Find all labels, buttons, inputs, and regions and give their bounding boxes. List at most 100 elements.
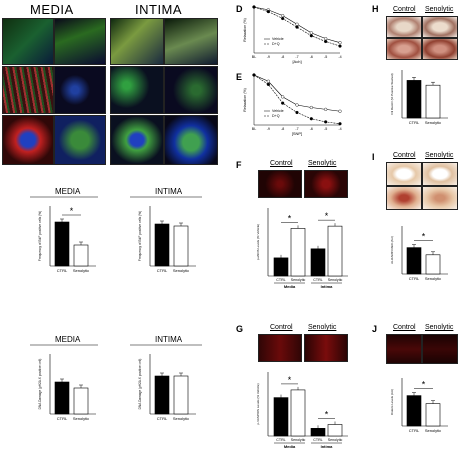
i-bar-CTRL xyxy=(406,247,422,275)
f-xtick-1-0: CTRL xyxy=(313,278,322,282)
micrograph-media-control-3 xyxy=(2,115,54,165)
g-bar-Media-CTRL xyxy=(273,397,289,437)
d-pt-1-2 xyxy=(281,16,285,21)
f-xtick-0-0: CTRL xyxy=(276,278,285,282)
e-pt-0-3 xyxy=(295,103,299,107)
i-xtick-1: Senolytic xyxy=(425,276,441,281)
d-pt-1-4 xyxy=(309,34,313,38)
b_media-ylabel: DNA Damage (γH2A.X positive cell) xyxy=(38,359,42,410)
g-bar-Intima-Senolytic xyxy=(327,424,343,437)
e-pt-1-5 xyxy=(324,120,328,124)
e-legend-0: Vehicle xyxy=(272,109,284,113)
panel-j-control-label: Control xyxy=(393,324,416,331)
panel-i: ALIZARIN RED (AU) CTRL Senolytic * xyxy=(372,212,472,298)
panel-f-micro-senolytic xyxy=(304,170,348,198)
panel-f: p-eNOS Levels (% Vehicle) CTRL Senolytic * M… xyxy=(240,198,355,298)
chart-b-intima-title: INTIMA xyxy=(155,336,183,344)
f-group-label-1: Intima xyxy=(321,284,334,289)
e-pt-1-0 xyxy=(252,73,256,77)
e-pt-0-6 xyxy=(338,109,342,113)
b_intima-ylabel: DNA Damage (γH2A.X positive cell) xyxy=(138,359,142,410)
panel-h-control-label: Control xyxy=(393,6,416,13)
d-pt-1-1 xyxy=(266,9,270,14)
chart-a-media-title: MEDIA xyxy=(55,188,81,196)
micrograph-intima-senolytic-2 xyxy=(164,66,218,114)
panel-h-micro-1 xyxy=(386,16,422,38)
f-sig-star-0: * xyxy=(288,213,292,223)
panel-i-micro-3 xyxy=(386,186,422,210)
panel-i-senolytic-label: Senolytic xyxy=(425,152,454,159)
h-xtick-1: Senolytic xyxy=(425,120,441,125)
e-pt-1-4 xyxy=(309,117,313,121)
b_intima-xtick-0: CTRL xyxy=(157,416,168,421)
panel-g: p-VASP/OS Levels (% Vehicle) CTRL Senolyti… xyxy=(240,362,355,456)
f-bar-Media-CTRL xyxy=(273,257,289,277)
panel-i-micro-4 xyxy=(422,186,458,210)
e-pt-1-1 xyxy=(266,82,270,86)
a_intima-ylabel: Frequency of EdF positive cells (%) xyxy=(138,211,142,261)
micrograph-media-control-2 xyxy=(2,66,54,114)
panel-h-letter: H xyxy=(372,4,379,14)
e-xlabel: [SNP] xyxy=(292,131,302,136)
panel-i-micro-1 xyxy=(386,162,422,186)
j-xtick-0: CTRL xyxy=(409,428,420,433)
panel-j-micro-control xyxy=(386,334,422,364)
g-sig-star-0: * xyxy=(288,375,292,385)
e-xtick-1: -9 xyxy=(267,127,270,131)
a_media-sig-star: * xyxy=(70,206,74,216)
e-pt-0-1 xyxy=(266,79,270,83)
j-bar-Senolytic xyxy=(425,403,441,427)
panel-h-senolytic-label: Senolytic xyxy=(425,6,454,13)
d-pt-0-6 xyxy=(338,41,342,45)
i-sig-star: * xyxy=(422,232,426,242)
e-series-1 xyxy=(253,74,341,125)
panel-b: MEDIA DNA Damage (γH2A.X positive cell) C… xyxy=(10,335,220,448)
f-bar-Intima-CTRL xyxy=(310,248,326,277)
panel-f-control-label: Control xyxy=(270,160,293,167)
f-group-label-0: Media xyxy=(284,284,296,289)
d-pt-0-5 xyxy=(324,37,328,41)
g-ylabel: p-VASP/OS Levels (% Vehicle) xyxy=(256,383,260,424)
panel-i-control-label: Control xyxy=(393,152,416,159)
d-pt-1-6 xyxy=(338,44,342,48)
f-xtick-1-1: Senolytic xyxy=(328,278,343,282)
panel-g-senolytic-label: Senolytic xyxy=(308,324,337,331)
a_intima-xtick-0: CTRL xyxy=(157,268,168,273)
e-pt-1-6 xyxy=(338,122,342,126)
d-xtick-1: -9 xyxy=(267,55,270,59)
d-pt-1-3 xyxy=(295,25,299,29)
g-group-label-0: Media xyxy=(284,444,296,449)
panel-j-letter: J xyxy=(372,324,378,334)
micrograph-intima-senolytic-1 xyxy=(164,18,218,65)
panel-e-letter: E xyxy=(236,72,243,82)
micrograph-media-senolytic-3 xyxy=(54,115,106,165)
a_intima-bar-CTRL xyxy=(154,223,170,267)
e-xtick-5: -5 xyxy=(324,127,327,131)
b_media-xtick-0: CTRL xyxy=(57,416,68,421)
chart-b-media-title: MEDIA xyxy=(55,336,81,344)
e-pt-0-2 xyxy=(281,95,285,99)
f-sig-star-1: * xyxy=(325,211,329,221)
f-bar-Media-Senolytic xyxy=(290,228,306,277)
panel-j: Osteris Levels (AU) CTRL Senolytic * xyxy=(372,364,472,454)
b_media-bar-Senolytic xyxy=(73,387,89,415)
i-ylabel: ALIZARIN RED (AU) xyxy=(390,236,394,264)
g-bar-Intima-CTRL xyxy=(310,428,326,437)
f-ylabel: p-eNOS Levels (% Vehicle) xyxy=(256,224,260,260)
f-bar-Intima-Senolytic xyxy=(327,225,343,277)
panel-j-senolytic-label: Senolytic xyxy=(425,324,454,331)
d-xtick-3: -7 xyxy=(295,55,298,59)
panel-d-letter: D xyxy=(236,4,243,14)
e-xtick-3: -7 xyxy=(295,127,298,131)
panel-i-micro-2 xyxy=(422,162,458,186)
d-legend-1: D+Q xyxy=(272,42,280,46)
g-xtick-1-0: CTRL xyxy=(313,438,322,442)
j-xtick-1: Senolytic xyxy=(425,428,441,433)
d-pt-0-3 xyxy=(295,22,299,26)
e-xtick-2: -8 xyxy=(281,127,284,131)
panel-g-control-label: Control xyxy=(270,324,293,331)
f-xtick-0-1: Senolytic xyxy=(291,278,306,282)
panel-a-svg: MEDIA Frequency of EdF positive cells (%… xyxy=(30,187,202,273)
g-xtick-0-0: CTRL xyxy=(276,438,285,442)
panel-f-senolytic-label: Senolytic xyxy=(308,160,337,167)
